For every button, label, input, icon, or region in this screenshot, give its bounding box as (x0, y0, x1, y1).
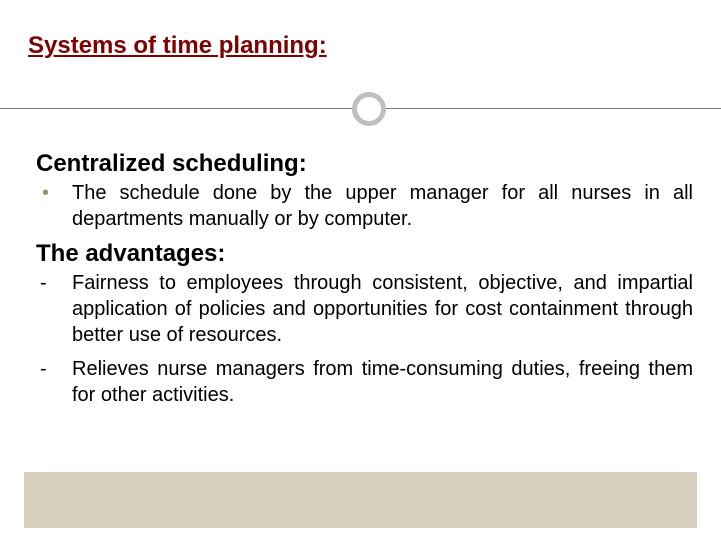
list-item: - Relieves nurse managers from time-cons… (36, 356, 693, 408)
section-heading-centralized: Centralized scheduling: (36, 150, 693, 178)
slide-title: Systems of time planning: (28, 32, 327, 60)
list-item-text: Relieves nurse managers from time-consum… (72, 356, 693, 408)
bullet-dot-icon: • (36, 180, 72, 232)
dash-icon: - (36, 270, 72, 348)
list-item: - Fairness to employees through consiste… (36, 270, 693, 348)
list-item-text: Fairness to employees through consistent… (72, 270, 693, 348)
dash-icon: - (36, 356, 72, 408)
bullet-text: The schedule done by the upper manager f… (72, 180, 693, 232)
section-heading-advantages: The advantages: (36, 240, 693, 268)
footer-band (24, 472, 697, 528)
bullet-item: • The schedule done by the upper manager… (36, 180, 693, 232)
content-area: Centralized scheduling: • The schedule d… (36, 150, 693, 416)
divider-circle-icon (352, 92, 386, 126)
slide: Systems of time planning: Centralized sc… (0, 0, 721, 542)
